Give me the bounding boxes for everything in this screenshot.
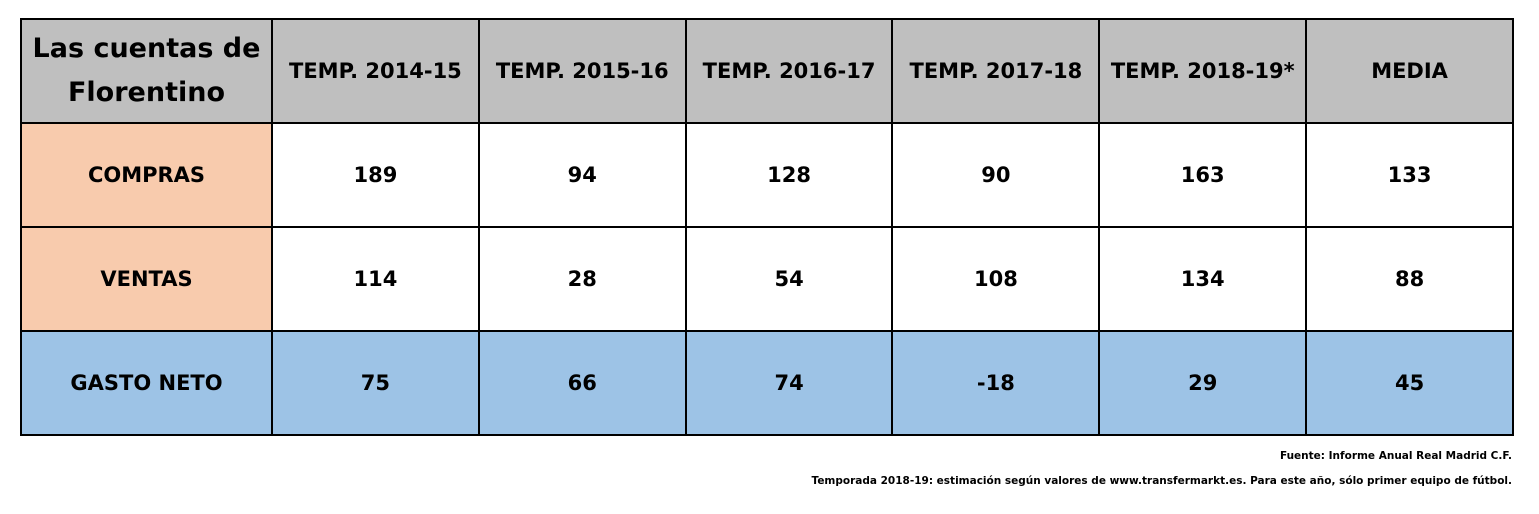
column-header: TEMP. 2016-17: [684, 18, 894, 124]
value-cell: 88: [1305, 226, 1514, 332]
value-cell: -18: [891, 330, 1101, 436]
column-header: TEMP. 2017-18: [891, 18, 1101, 124]
value-cell: 74: [684, 330, 894, 436]
value-cell: 189: [271, 122, 480, 228]
data-row: GASTO NETO 75 66 74 -18 29 45: [20, 330, 1514, 436]
source-note: Fuente: Informe Anual Real Madrid C.F.: [1279, 450, 1512, 462]
accounts-table: Las cuentas de Florentino TEMP. 2014-15 TE…: [20, 18, 1514, 436]
value-cell: 114: [271, 226, 480, 332]
value-cell: 94: [477, 122, 687, 228]
row-label: VENTAS: [20, 226, 273, 332]
row-label: GASTO NETO: [20, 330, 273, 436]
value-cell: 28: [477, 226, 687, 332]
value-cell: 90: [891, 122, 1101, 228]
value-cell: 134: [1098, 226, 1308, 332]
value-cell: 128: [684, 122, 894, 228]
column-header: MEDIA: [1305, 18, 1514, 124]
column-header: TEMP. 2015-16: [477, 18, 687, 124]
row-label: COMPRAS: [20, 122, 273, 228]
data-row: VENTAS 114 28 54 108 134 88: [20, 226, 1514, 332]
value-cell: 45: [1305, 330, 1514, 436]
value-cell: 75: [271, 330, 480, 436]
header-row: Las cuentas de Florentino TEMP. 2014-15 TE…: [20, 18, 1514, 124]
value-cell: 133: [1305, 122, 1514, 228]
value-cell: 108: [891, 226, 1101, 332]
column-header: TEMP. 2018-19*: [1098, 18, 1308, 124]
column-header: TEMP. 2014-15: [271, 18, 480, 124]
value-cell: 66: [477, 330, 687, 436]
data-row: COMPRAS 189 94 128 90 163 133: [20, 122, 1514, 228]
season-note: Temporada 2018-19: estimación según valo…: [811, 475, 1512, 487]
table-title: Las cuentas de Florentino: [20, 18, 273, 124]
value-cell: 29: [1098, 330, 1308, 436]
value-cell: 54: [684, 226, 894, 332]
value-cell: 163: [1098, 122, 1308, 228]
